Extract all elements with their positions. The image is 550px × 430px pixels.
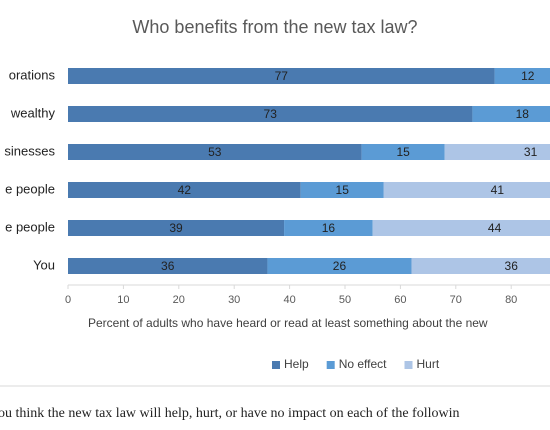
value-label: 36 bbox=[161, 259, 175, 273]
bar-segment bbox=[68, 144, 362, 160]
bar-segment bbox=[267, 258, 412, 274]
x-tick-label: 50 bbox=[339, 294, 351, 306]
bar-segment bbox=[372, 220, 550, 236]
value-label: 36 bbox=[505, 259, 519, 273]
category-label: wealthy bbox=[10, 105, 56, 120]
value-label: 26 bbox=[333, 259, 347, 273]
x-axis-label: Percent of adults who have heard or read… bbox=[88, 316, 488, 330]
x-tick-label: 20 bbox=[173, 294, 185, 306]
x-tick-label: 0 bbox=[65, 294, 71, 306]
chart-title: Who benefits from the new tax law? bbox=[132, 17, 417, 37]
bar-segment bbox=[472, 106, 550, 122]
bar-segment bbox=[361, 144, 445, 160]
bar-segment bbox=[284, 220, 373, 236]
legend-swatch bbox=[404, 361, 413, 369]
value-label: 15 bbox=[396, 145, 410, 159]
bar-segment bbox=[68, 182, 301, 198]
footnote: ou think the new tax law will help, hurt… bbox=[0, 406, 460, 421]
value-label: 39 bbox=[169, 221, 183, 235]
legend-swatch bbox=[326, 361, 335, 369]
x-tick-label: 40 bbox=[283, 294, 295, 306]
value-label: 18 bbox=[516, 107, 530, 121]
category-label: e people bbox=[5, 219, 55, 234]
bar-segment bbox=[444, 144, 550, 160]
value-label: 12 bbox=[521, 69, 535, 83]
legend-label: Hurt bbox=[417, 357, 440, 371]
value-label: 77 bbox=[275, 69, 289, 83]
legend-label: No effect bbox=[339, 357, 387, 371]
value-label: 44 bbox=[488, 221, 502, 235]
category-label: sinesses bbox=[4, 143, 55, 158]
bar-segment bbox=[68, 68, 495, 84]
x-tick-label: 70 bbox=[450, 294, 462, 306]
legend-label: Help bbox=[284, 357, 309, 371]
x-tick-label: 60 bbox=[394, 294, 406, 306]
bar-segment bbox=[68, 258, 268, 274]
value-label: 53 bbox=[208, 145, 222, 159]
bar-segment bbox=[411, 258, 550, 274]
x-tick-label: 80 bbox=[505, 294, 517, 306]
bar-segment bbox=[68, 220, 285, 236]
bar-segment bbox=[494, 68, 550, 84]
x-tick-label: 30 bbox=[228, 294, 240, 306]
value-label: 31 bbox=[524, 145, 538, 159]
bar-segment bbox=[68, 106, 473, 122]
value-label: 16 bbox=[322, 221, 336, 235]
bar-segment bbox=[383, 182, 550, 198]
x-tick-label: 10 bbox=[117, 294, 129, 306]
category-label: orations bbox=[9, 67, 56, 82]
value-label: 41 bbox=[491, 183, 505, 197]
category-label: You bbox=[33, 257, 55, 272]
value-label: 73 bbox=[264, 107, 278, 121]
value-label: 15 bbox=[336, 183, 350, 197]
category-label: e people bbox=[5, 181, 55, 196]
value-label: 42 bbox=[178, 183, 192, 197]
legend-swatch bbox=[272, 361, 280, 369]
bar-segment bbox=[300, 182, 384, 198]
